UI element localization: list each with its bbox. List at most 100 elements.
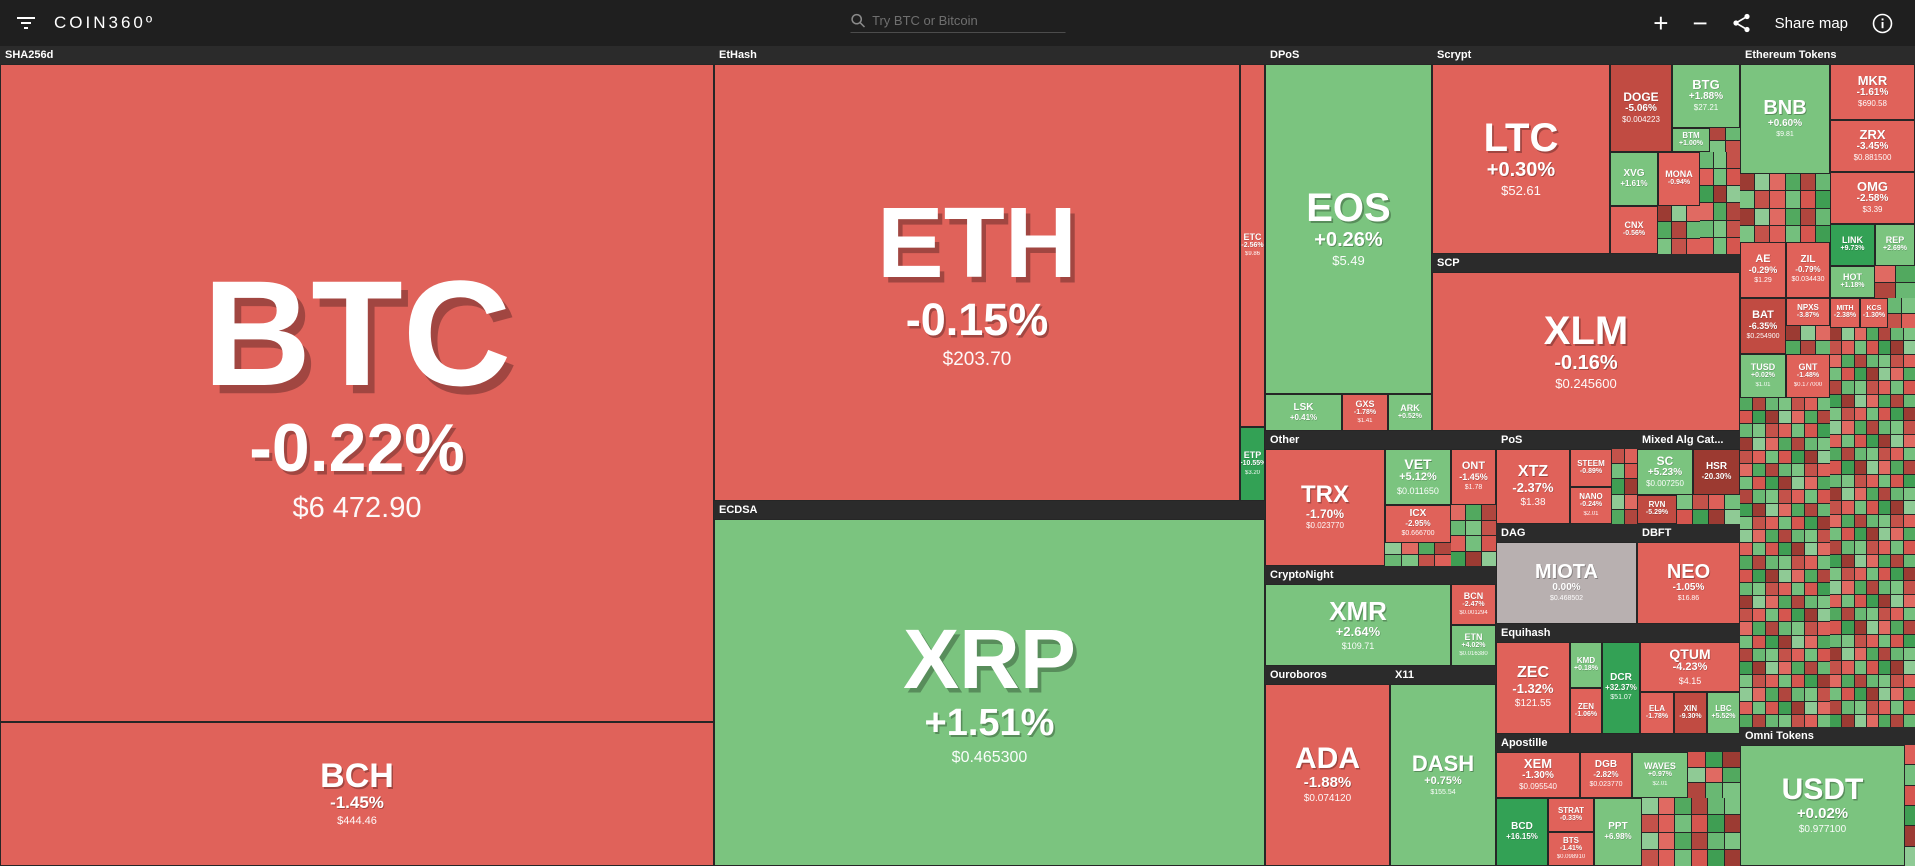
zoom-out-button[interactable]: − — [1692, 8, 1708, 38]
coin-tile-small[interactable] — [1866, 661, 1879, 674]
coin-tile-small[interactable] — [1481, 505, 1496, 520]
coin-tile-small[interactable] — [1888, 298, 1901, 313]
coin-tile-small[interactable] — [1753, 477, 1765, 490]
coin-tile-kcs[interactable]: KCS -1.30% — [1860, 298, 1888, 328]
coin-tile-small[interactable] — [1658, 798, 1674, 815]
coin-tile-small[interactable] — [1740, 398, 1752, 411]
coin-tile-small[interactable] — [1830, 434, 1842, 447]
coin-tile-small[interactable] — [1792, 635, 1804, 648]
coin-tile-small[interactable] — [1755, 225, 1770, 242]
coin-tile-small[interactable] — [1842, 474, 1854, 487]
small-coin-tiles[interactable] — [1658, 206, 1700, 254]
coin-tile-small[interactable] — [1779, 398, 1791, 411]
coin-tile-small[interactable] — [1879, 567, 1891, 581]
coin-tile-small[interactable] — [1713, 203, 1727, 220]
coin-tile-small[interactable] — [1658, 222, 1672, 238]
coin-tile-small[interactable] — [1686, 238, 1700, 254]
coin-tile-ppt[interactable]: PPT +6.98% — [1594, 798, 1642, 866]
coin-tile-etp[interactable]: ETP+10.55%$3.20 — [1240, 427, 1265, 501]
coin-tile-small[interactable] — [1830, 341, 1842, 354]
coin-tile-small[interactable] — [1675, 849, 1691, 866]
coin-tile-small[interactable] — [1854, 421, 1866, 434]
coin-tile-small[interactable] — [1818, 503, 1830, 516]
coin-tile-small[interactable] — [1818, 463, 1830, 477]
coin-tile-small[interactable] — [1658, 832, 1674, 849]
coin-tile-small[interactable] — [1854, 394, 1866, 407]
coin-tile-small[interactable] — [1903, 341, 1915, 354]
coin-tile-small[interactable] — [1753, 714, 1765, 727]
coin-tile-small[interactable] — [1895, 282, 1915, 298]
coin-tile-small[interactable] — [1612, 449, 1624, 464]
coin-tile-small[interactable] — [1740, 648, 1752, 661]
coin-tile-small[interactable] — [1830, 447, 1842, 461]
coin-tile-small[interactable] — [1466, 505, 1481, 520]
coin-tile-small[interactable] — [1740, 411, 1752, 424]
coin-tile-small[interactable] — [1792, 543, 1804, 556]
coin-tile-small[interactable] — [1740, 529, 1752, 543]
coin-tile-small[interactable] — [1792, 648, 1804, 661]
coin-tile-small[interactable] — [1740, 191, 1755, 208]
coin-tile-small[interactable] — [1786, 340, 1800, 354]
coin-tile-small[interactable] — [1753, 648, 1765, 661]
coin-tile-small[interactable] — [1740, 477, 1752, 490]
coin-tile-small[interactable] — [1866, 541, 1879, 554]
coin-tile-small[interactable] — [1801, 326, 1815, 340]
coin-tile-small[interactable] — [1854, 714, 1866, 727]
coin-tile-hot[interactable]: HOT +1.18% — [1830, 266, 1875, 298]
coin-tile-small[interactable] — [1385, 543, 1401, 554]
coin-tile-small[interactable] — [1766, 714, 1778, 727]
coin-tile-small[interactable] — [1766, 424, 1778, 437]
coin-tile-small[interactable] — [1727, 152, 1740, 169]
coin-tile-small[interactable] — [1753, 450, 1765, 463]
coin-tile-small[interactable] — [1854, 634, 1866, 647]
coin-tile-small[interactable] — [1854, 434, 1866, 447]
coin-tile-small[interactable] — [1842, 407, 1854, 421]
coin-tile-small[interactable] — [1866, 567, 1879, 581]
coin-tile-small[interactable] — [1805, 529, 1817, 543]
coin-tile-small[interactable] — [1625, 494, 1637, 509]
coin-tile-small[interactable] — [1766, 490, 1778, 503]
coin-tile-small[interactable] — [1753, 701, 1765, 714]
coin-tile-small[interactable] — [1866, 514, 1879, 527]
coin-tile-small[interactable] — [1842, 381, 1854, 394]
coin-tile-small[interactable] — [1903, 328, 1915, 341]
coin-tile-small[interactable] — [1891, 501, 1903, 514]
coin-tile-small[interactable] — [1854, 621, 1866, 634]
coin-tile-small[interactable] — [1903, 394, 1915, 407]
coin-tile-small[interactable] — [1740, 556, 1752, 569]
coin-tile-small[interactable] — [1723, 752, 1740, 767]
coin-tile-small[interactable] — [1451, 536, 1466, 551]
coin-tile-small[interactable] — [1854, 514, 1866, 527]
coin-tile-small[interactable] — [1895, 266, 1915, 282]
coin-tile-small[interactable] — [1740, 661, 1752, 675]
coin-tile-small[interactable] — [1770, 174, 1785, 191]
coin-tile-small[interactable] — [1792, 661, 1804, 675]
coin-tile-small[interactable] — [1700, 169, 1713, 186]
coin-tile-small[interactable] — [1866, 421, 1879, 434]
coin-tile-small[interactable] — [1903, 514, 1915, 527]
coin-tile-small[interactable] — [1727, 169, 1740, 186]
coin-tile-small[interactable] — [1766, 688, 1778, 701]
coin-tile-small[interactable] — [1830, 607, 1842, 621]
coin-tile-small[interactable] — [1854, 527, 1866, 541]
coin-tile-small[interactable] — [1700, 203, 1713, 220]
coin-tile-small[interactable] — [1792, 463, 1804, 477]
coin-tile-small[interactable] — [1612, 494, 1624, 509]
coin-tile-small[interactable] — [1891, 421, 1903, 434]
coin-tile-small[interactable] — [1830, 661, 1842, 674]
coin-tile-ltc[interactable]: LTC +0.30% $52.61 — [1432, 64, 1610, 254]
coin-tile-small[interactable] — [1805, 411, 1817, 424]
coin-tile-small[interactable] — [1854, 341, 1866, 354]
coin-tile-small[interactable] — [1779, 503, 1791, 516]
coin-tile-small[interactable] — [1830, 634, 1842, 647]
coin-tile-small[interactable] — [1786, 326, 1800, 340]
coin-tile-cnx[interactable]: CNX -0.56% — [1610, 206, 1658, 254]
coin-tile-small[interactable] — [1625, 509, 1637, 524]
coin-tile-small[interactable] — [1891, 581, 1903, 594]
coin-tile-ont[interactable]: ONT -1.45% $1.78 — [1451, 449, 1496, 505]
coin-tile-steem[interactable]: STEEM -0.89% — [1570, 449, 1612, 487]
coin-tile-small[interactable] — [1401, 543, 1418, 554]
coin-tile-small[interactable] — [1818, 411, 1830, 424]
coin-tile-small[interactable] — [1688, 783, 1705, 798]
coin-tile-small[interactable] — [1805, 675, 1817, 688]
